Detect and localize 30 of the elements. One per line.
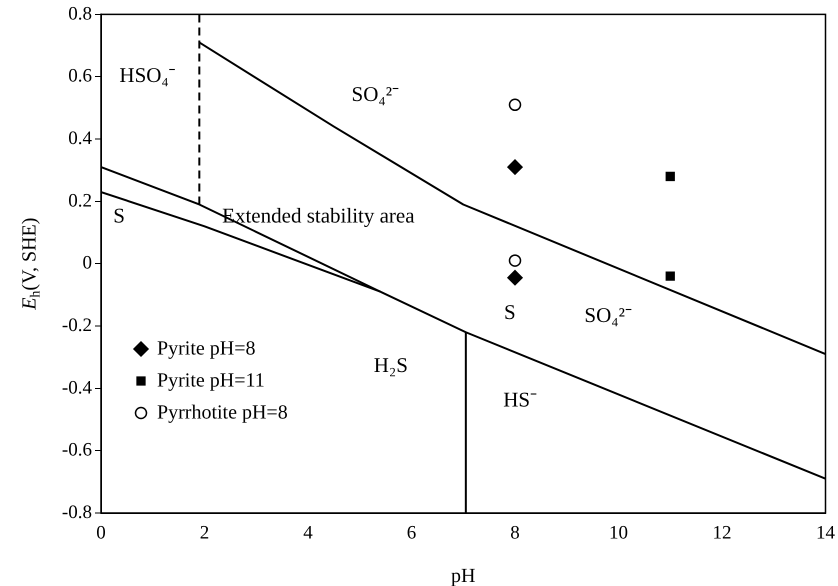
y-tick-label: 0: [82, 252, 92, 274]
legend-label: Pyrrhotite pH=8: [157, 401, 288, 424]
annotation: SO₄²⁻: [584, 303, 632, 328]
y-tick-label: 0.2: [68, 190, 92, 212]
x-tick-label: 12: [712, 522, 732, 544]
annotation: S: [113, 203, 125, 228]
x-tick-label: 4: [303, 522, 314, 544]
annotation: H₂S: [374, 353, 408, 378]
y-tick-label: -0.6: [62, 440, 92, 461]
x-tick-label: 14: [816, 522, 836, 544]
x-tick-label: 0: [96, 522, 106, 544]
y-tick-label: -0.2: [62, 315, 92, 336]
legend-label: Pyrite pH=11: [157, 369, 265, 392]
x-tick-label: 2: [200, 522, 210, 544]
x-tick-label: 8: [510, 522, 520, 544]
y-tick-label: 0.8: [68, 3, 92, 24]
y-tick-label: 0.6: [68, 66, 92, 87]
annotation: SO₄²⁻: [352, 82, 400, 106]
x-axis-title: pH: [451, 565, 476, 586]
legend-label: Pyrite pH=8: [157, 337, 256, 360]
x-tick-label: 10: [609, 522, 628, 544]
y-tick-label: 0.4: [68, 128, 92, 150]
annotation: HS⁻: [503, 387, 538, 412]
annotation: Extended stability area: [222, 203, 416, 228]
y-axis-title: Eh(V, SHE): [18, 218, 44, 311]
annotation: HSO₄⁻: [119, 63, 176, 88]
annotation: S: [504, 300, 516, 324]
y-tick-label: -0.4: [62, 377, 92, 398]
y-tick-label: -0.8: [62, 502, 92, 523]
x-tick-label: 6: [406, 522, 416, 544]
